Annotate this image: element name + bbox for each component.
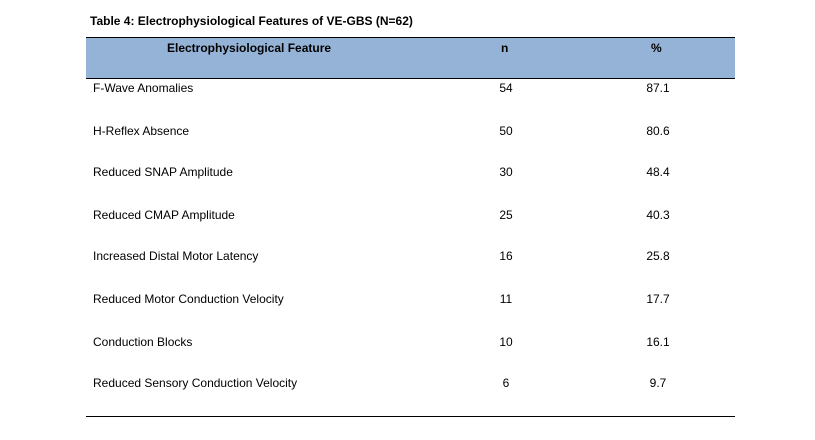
table-caption: Table 4: Electrophysiological Features o… bbox=[90, 14, 413, 28]
cell-percent: 25.8 bbox=[646, 249, 670, 263]
cell-percent: 48.4 bbox=[646, 165, 670, 179]
cell-n: 54 bbox=[499, 81, 513, 95]
table-row: H-Reflex Absence 50 80.6 bbox=[86, 124, 735, 140]
cell-feature: Increased Distal Motor Latency bbox=[93, 249, 259, 263]
table-row: Reduced CMAP Amplitude 25 40.3 bbox=[86, 208, 735, 224]
cell-feature: H-Reflex Absence bbox=[93, 124, 190, 138]
cell-n: 50 bbox=[499, 124, 513, 138]
header-n: n bbox=[501, 41, 509, 55]
header-percent: % bbox=[651, 41, 662, 55]
table-row: Increased Distal Motor Latency 16 25.8 bbox=[86, 249, 735, 265]
table-row: Reduced Sensory Conduction Velocity 6 9.… bbox=[86, 376, 735, 392]
cell-feature: F-Wave Anomalies bbox=[93, 81, 194, 95]
cell-feature: Conduction Blocks bbox=[93, 335, 193, 349]
table-row: F-Wave Anomalies 54 87.1 bbox=[86, 81, 735, 97]
table-row: Reduced SNAP Amplitude 30 48.4 bbox=[86, 165, 735, 181]
cell-n: 30 bbox=[499, 165, 513, 179]
cell-n: 16 bbox=[499, 249, 513, 263]
cell-n: 10 bbox=[499, 335, 513, 349]
cell-feature: Reduced CMAP Amplitude bbox=[93, 208, 235, 222]
table-header: Electrophysiological Feature n % bbox=[86, 37, 735, 79]
cell-n: 11 bbox=[499, 292, 513, 306]
cell-percent: 9.7 bbox=[649, 376, 667, 390]
header-feature: Electrophysiological Feature bbox=[167, 41, 332, 55]
table-row: Reduced Motor Conduction Velocity 11 17.… bbox=[86, 292, 735, 308]
cell-n: 25 bbox=[499, 208, 513, 222]
cell-percent: 87.1 bbox=[646, 81, 670, 95]
cell-percent: 17.7 bbox=[646, 292, 670, 306]
cell-percent: 40.3 bbox=[646, 208, 670, 222]
cell-percent: 16.1 bbox=[646, 335, 670, 349]
cell-feature: Reduced SNAP Amplitude bbox=[93, 165, 233, 179]
data-table: Electrophysiological Feature n % F-Wave … bbox=[86, 37, 735, 390]
table-row: Conduction Blocks 10 16.1 bbox=[86, 335, 735, 351]
cell-feature: Reduced Sensory Conduction Velocity bbox=[93, 376, 298, 390]
table-bottom-rule bbox=[86, 416, 735, 417]
cell-n: 6 bbox=[502, 376, 510, 390]
cell-feature: Reduced Motor Conduction Velocity bbox=[93, 292, 284, 306]
cell-percent: 80.6 bbox=[646, 124, 670, 138]
